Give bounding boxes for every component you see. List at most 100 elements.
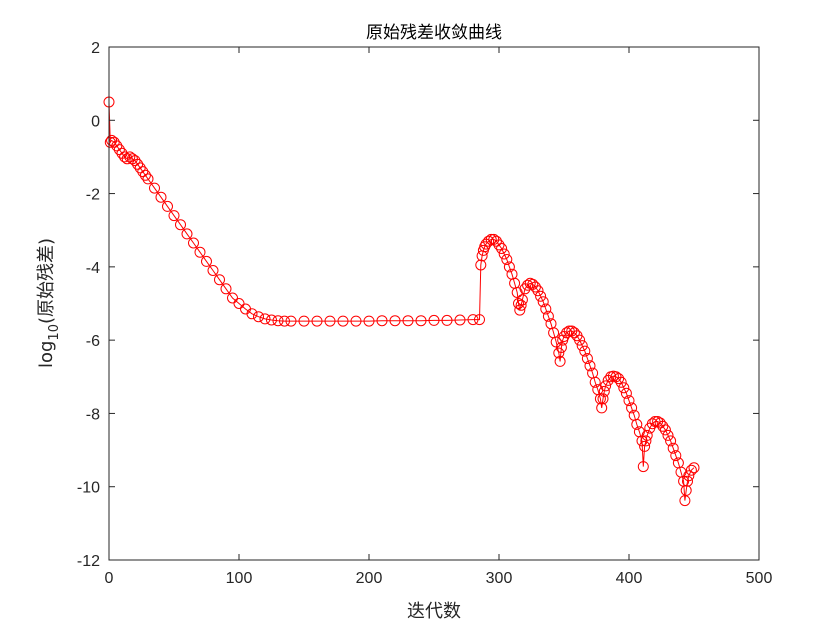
data-point-marker — [613, 373, 625, 385]
data-point-marker — [535, 290, 547, 302]
y-axis-label-log: log — [36, 341, 57, 368]
x-tick-label: 200 — [356, 570, 383, 587]
x-axis-label: 迭代数 — [407, 601, 461, 622]
data-point-marker — [220, 283, 232, 295]
data-point-marker — [615, 376, 627, 388]
data-point-marker — [514, 304, 526, 316]
data-point-marker — [246, 308, 258, 320]
data-point-marker — [483, 235, 495, 247]
data-point-marker — [662, 429, 674, 441]
data-point-marker — [298, 315, 310, 327]
data-point-marker — [513, 298, 524, 309]
y-axis-label-subscript: 10 — [47, 324, 62, 341]
data-point-marker — [175, 219, 186, 231]
data-point-marker — [139, 169, 151, 181]
data-point-marker — [574, 334, 586, 346]
data-point-marker — [561, 327, 573, 339]
data-point-marker — [350, 315, 362, 327]
data-point-marker — [542, 310, 554, 322]
data-point-marker — [639, 440, 651, 452]
data-point-marker — [104, 136, 116, 148]
data-point-marker — [532, 285, 544, 297]
data-point-marker — [279, 315, 290, 327]
data-point-marker — [113, 144, 125, 156]
data-point-marker — [155, 191, 167, 203]
data-point-marker — [503, 261, 515, 273]
data-point-marker — [659, 424, 671, 436]
data-point-marker — [485, 233, 497, 245]
data-point-marker — [227, 292, 238, 304]
x-tick-label: 100 — [226, 570, 253, 587]
data-point-marker — [259, 313, 271, 325]
data-point-marker — [670, 450, 682, 462]
data-point-marker — [474, 314, 485, 326]
x-tick-label: 300 — [486, 570, 513, 587]
y-axis-label-quantity: (原始残差) — [36, 238, 57, 324]
data-point-marker — [501, 254, 513, 265]
data-point-marker — [516, 294, 528, 306]
series-layer — [103, 96, 700, 507]
y-tick-label: -12 — [77, 553, 100, 570]
data-point-marker — [598, 385, 610, 397]
data-point-marker — [641, 429, 653, 441]
data-point-marker — [129, 155, 141, 167]
y-tick-label: -10 — [77, 480, 100, 497]
data-point-marker — [623, 395, 635, 407]
data-point-marker — [631, 418, 643, 430]
data-point-marker — [121, 153, 133, 165]
data-point-marker — [529, 281, 541, 293]
data-point-marker — [553, 347, 565, 359]
data-point-marker — [376, 315, 388, 327]
y-tick-label: 2 — [91, 40, 100, 57]
data-point-marker — [285, 315, 297, 327]
data-point-marker — [576, 340, 588, 352]
data-point-marker — [181, 228, 193, 240]
data-point-marker — [454, 314, 466, 326]
data-point-marker — [555, 342, 567, 353]
data-point-marker — [272, 315, 284, 327]
plot-frame — [108, 46, 760, 561]
data-point-marker — [688, 462, 700, 474]
data-point-marker — [584, 360, 596, 372]
data-point-marker — [233, 298, 245, 309]
data-point-marker — [579, 345, 591, 357]
y-tick-label: -6 — [86, 333, 100, 350]
axes-layer: 0 100 200 300 400 500 2 0 -2 -4 -6 -8 -10 -12 — [77, 40, 773, 587]
data-point-marker — [402, 315, 414, 327]
y-tick-label: -2 — [86, 187, 100, 204]
y-tick-label: -8 — [86, 406, 100, 423]
y-tick-label: -4 — [86, 260, 100, 277]
data-point-marker — [207, 265, 219, 276]
data-point-marker — [640, 435, 652, 447]
data-point-marker — [522, 279, 534, 291]
y-axis-label: log10(原始残差) — [36, 238, 62, 368]
data-point-marker — [337, 315, 349, 327]
data-point-marker — [467, 314, 479, 326]
data-point-marker — [441, 314, 453, 326]
data-point-marker — [194, 246, 206, 258]
data-point-marker — [683, 470, 695, 482]
data-point-marker — [214, 274, 225, 286]
data-point-marker — [600, 380, 612, 392]
data-point-marker — [646, 418, 658, 430]
data-point-marker — [188, 237, 199, 249]
data-point-marker — [389, 315, 401, 327]
data-point-marker — [515, 299, 527, 311]
data-point-marker — [134, 162, 146, 174]
data-point-marker — [168, 210, 180, 222]
data-point-marker — [554, 355, 566, 367]
data-point-marker — [162, 200, 173, 212]
data-point-marker — [685, 464, 697, 476]
data-point-marker — [493, 239, 505, 251]
data-point-marker — [363, 315, 375, 327]
data-point-marker — [620, 387, 632, 399]
data-point-marker — [682, 475, 693, 487]
data-point-marker — [428, 314, 440, 326]
data-point-marker — [597, 393, 609, 405]
data-point-marker — [132, 158, 144, 170]
data-point-marker — [667, 442, 679, 454]
data-point-marker — [311, 315, 323, 327]
data-point-marker — [626, 402, 638, 414]
data-point-marker — [111, 140, 123, 152]
